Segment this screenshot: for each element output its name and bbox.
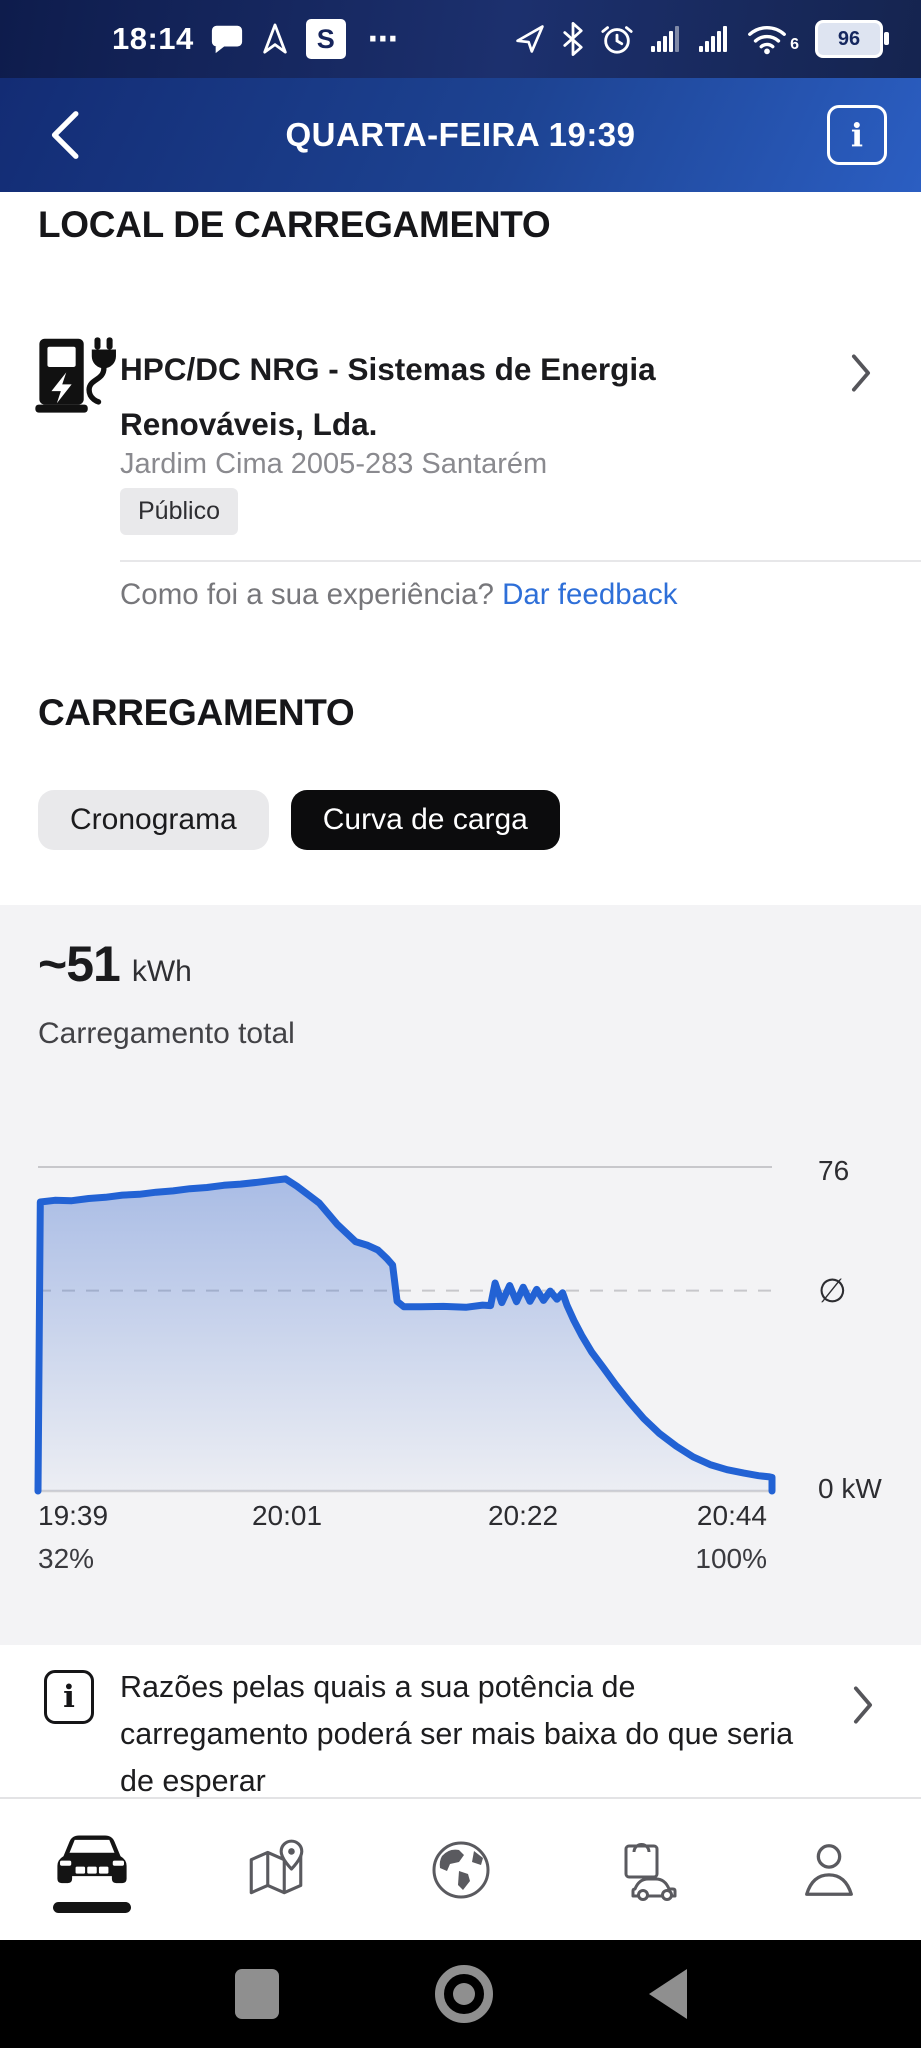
station-chevron-right-icon[interactable]: [850, 354, 872, 392]
y-axis-zero-label: 0 kW: [818, 1473, 882, 1504]
feedback-link[interactable]: Dar feedback: [502, 578, 678, 611]
globe-icon: [429, 1838, 493, 1902]
public-badge: Público: [120, 488, 238, 535]
s-app-icon: S: [305, 19, 346, 59]
nav-item-map[interactable]: [184, 1799, 368, 1940]
content-scroll[interactable]: LOCAL DE CARREGAMENTO HPC/DC NRG - Siste…: [0, 192, 921, 1797]
info-square-icon: i: [44, 1670, 94, 1724]
page-title: QUARTA-FEIRA 19:39: [285, 116, 636, 153]
nav-item-vehicle[interactable]: [0, 1799, 184, 1940]
alarm-icon: [600, 22, 634, 56]
info-icon: i: [850, 116, 864, 154]
shop-bag-car-icon: [609, 1839, 681, 1901]
soc-start-label: 32%: [38, 1543, 95, 1574]
car-icon: [46, 1826, 138, 1890]
nav-item-world[interactable]: [368, 1799, 552, 1940]
reasons-chevron-right-icon: [852, 1686, 874, 1724]
recent-apps-button[interactable]: [234, 1969, 279, 2019]
x-tick-2044: 20:44: [696, 1500, 767, 1531]
station-name[interactable]: HPC/DC NRG - Sistemas de Energia Renováv…: [120, 351, 656, 442]
chart-tabs: Cronograma Curva de carga: [38, 790, 560, 850]
cell-signal-icon-sim2: [698, 24, 730, 54]
feedback-line: Como foi a sua experiência? Dar feedback: [120, 578, 678, 612]
divider: [120, 560, 921, 562]
x-tick-1939: 19:39: [38, 1500, 109, 1531]
nav-item-shop[interactable]: [553, 1799, 737, 1940]
bluetooth-icon: [562, 22, 584, 56]
navigation-arrow-icon: [260, 22, 290, 56]
app-header: QUARTA-FEIRA 19:39 i: [0, 78, 921, 192]
tab-curva-de-carga[interactable]: Curva de carga: [290, 790, 560, 850]
location-section-title: LOCAL DE CARREGAMENTO: [38, 204, 551, 245]
charging-section-title: CARREGAMENTO: [38, 692, 355, 733]
wifi-icon: 6: [746, 23, 799, 55]
more-notifications-icon: ⋯: [367, 22, 401, 56]
android-back-button[interactable]: [648, 1969, 687, 2019]
back-button[interactable]: [34, 105, 94, 165]
x-tick-2001: 20:01: [251, 1500, 323, 1531]
chevron-left-icon: [47, 109, 81, 161]
status-bar: 18:14 S ⋯: [0, 0, 921, 78]
charge-curve-card: ~51 kWh Carregamento total 76 ∅ 0 kW 19:…: [0, 905, 921, 1645]
y-axis-max-label: 76: [818, 1155, 850, 1186]
total-energy-unit: kWh: [131, 955, 192, 988]
low-power-reasons-text: Razões pelas quais a sua potência de car…: [120, 1670, 794, 1797]
nav-item-account[interactable]: [737, 1799, 921, 1940]
speech-bubble-icon: [210, 23, 244, 55]
y-axis-average-label: ∅: [818, 1272, 847, 1309]
station-address: Jardim Cima 2005-283 Santarém: [120, 448, 548, 480]
bottom-nav: [0, 1797, 921, 1940]
tab-cronograma[interactable]: Cronograma: [38, 790, 269, 850]
session-info-button[interactable]: i: [827, 105, 887, 165]
soc-end-label: 100%: [695, 1543, 767, 1574]
charge-curve-chart: [34, 1166, 776, 1495]
total-energy-label: Carregamento total: [38, 1017, 295, 1050]
android-navigation-bar: [0, 1940, 921, 2048]
cell-signal-icon-sim1: [650, 24, 682, 54]
active-tab-underline: [53, 1902, 132, 1913]
charging-station-icon: [34, 332, 120, 418]
total-energy-value: ~51: [38, 936, 121, 992]
home-button[interactable]: [434, 1965, 493, 2023]
user-icon: [798, 1839, 860, 1901]
clock: 18:14: [112, 21, 194, 56]
wifi6-label: 6: [790, 36, 799, 53]
map-pin-icon: [243, 1837, 309, 1903]
battery-indicator: 96: [815, 20, 889, 58]
feedback-question: Como foi a sua experiência?: [120, 578, 503, 611]
location-icon: [514, 23, 546, 55]
x-tick-2022: 20:22: [487, 1500, 559, 1531]
